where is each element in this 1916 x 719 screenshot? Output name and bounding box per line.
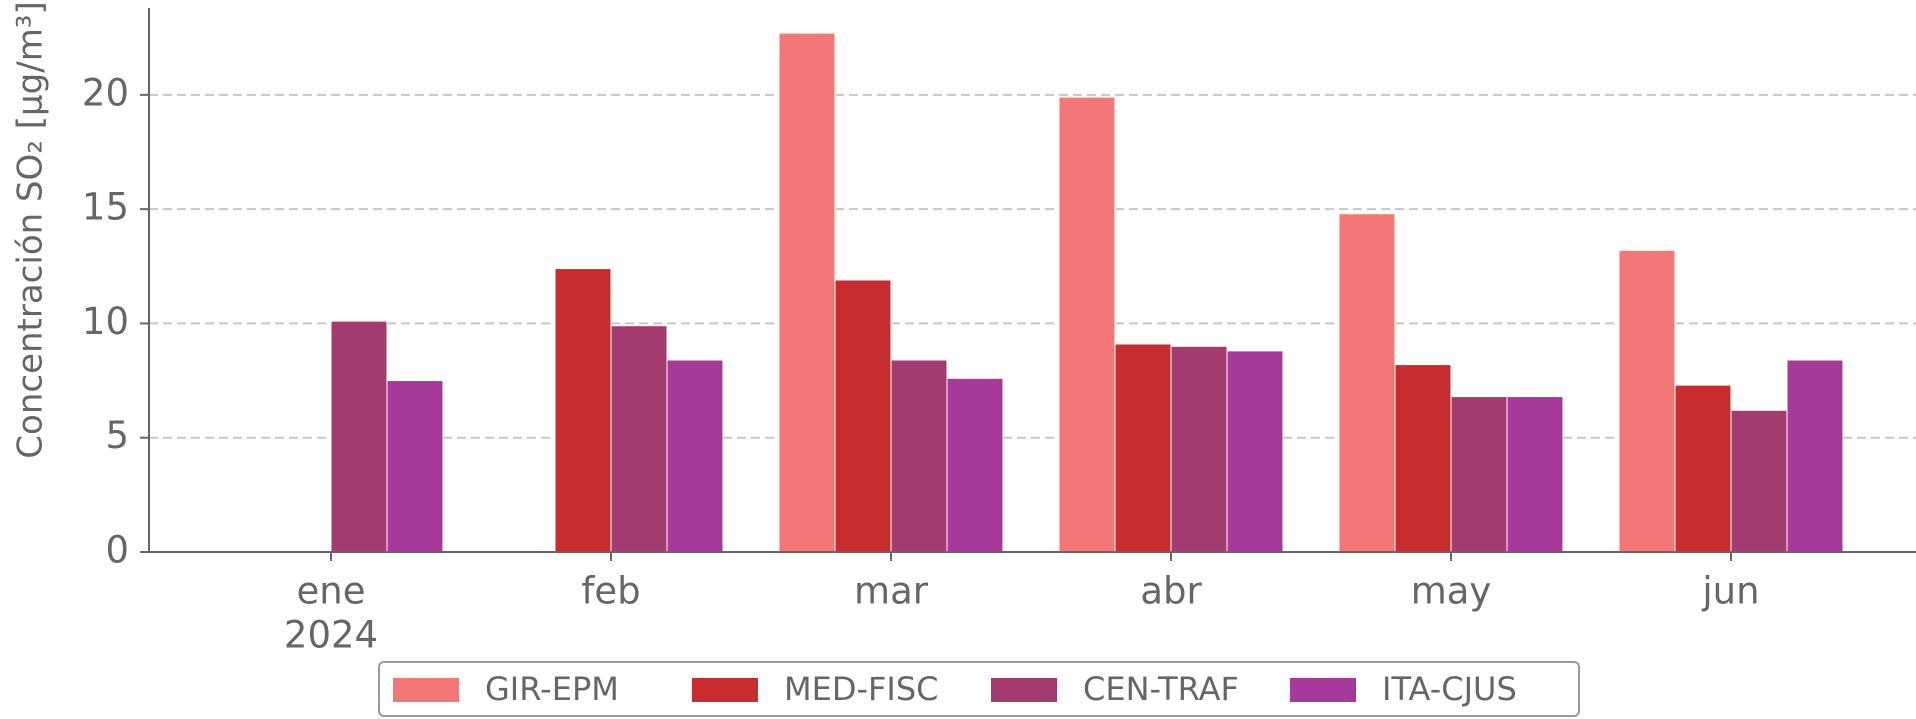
y-tick-label: 15: [82, 186, 129, 229]
bar: [1618, 249, 1676, 553]
bar: [666, 359, 724, 553]
legend-swatch: [692, 678, 758, 702]
bar: [1730, 409, 1788, 553]
y-tick-label: 10: [82, 300, 129, 343]
legend-box: [378, 661, 1580, 717]
legend-label: CEN-TRAF: [1083, 670, 1239, 708]
bar: [834, 279, 892, 553]
legend-label: ITA-CJUS: [1382, 670, 1517, 708]
bar: [610, 325, 668, 553]
legend-label: MED-FISC: [784, 670, 939, 708]
bar: [1170, 345, 1228, 553]
legend-swatch: [1290, 678, 1356, 702]
x-tick-label: abr: [1140, 570, 1202, 613]
bar: [946, 377, 1004, 553]
x-tick-label: ene: [297, 570, 366, 613]
bar: [554, 268, 612, 553]
x-year-label: 2024: [284, 614, 378, 657]
y-tick-label: 5: [105, 414, 129, 457]
legend-swatch: [991, 678, 1057, 702]
bar: [1114, 343, 1172, 553]
bar: [1338, 213, 1396, 553]
bar: [330, 320, 388, 553]
bar: [1786, 359, 1844, 553]
x-tick-label: feb: [581, 570, 640, 613]
x-tick-label: may: [1411, 570, 1492, 613]
bar: [386, 380, 444, 553]
legend-swatch: [393, 678, 459, 702]
x-tick-label: jun: [1701, 570, 1759, 613]
bar: [1394, 364, 1452, 553]
y-tick-label: 0: [105, 529, 129, 572]
y-axis-label: Concentración SO₂ [µg/m³]: [11, 1, 51, 458]
bar: [1674, 384, 1732, 553]
y-tick-label: 20: [82, 71, 129, 114]
legend-label: GIR-EPM: [485, 670, 619, 708]
bar: [890, 359, 948, 553]
bar: [1058, 96, 1116, 553]
bar: [1506, 396, 1564, 553]
bar: [1450, 396, 1508, 553]
x-tick-label: mar: [854, 570, 929, 613]
bar: [1226, 350, 1284, 553]
bar: [778, 32, 836, 553]
